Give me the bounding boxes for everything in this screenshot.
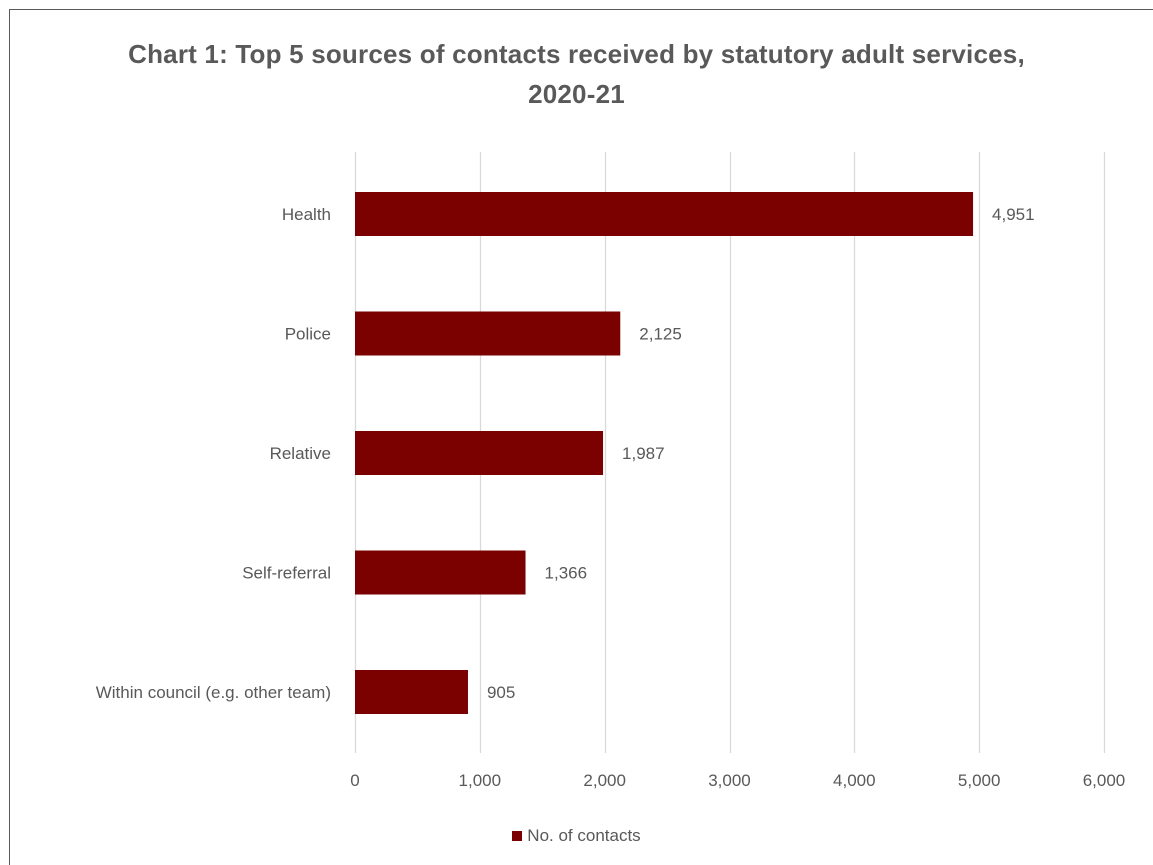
bar (355, 550, 526, 595)
data-label: 1,366 (545, 564, 588, 583)
x-tick-label: 1,000 (459, 771, 502, 790)
chart-title-line-1: Chart 1: Top 5 sources of contacts recei… (128, 39, 1025, 69)
data-label: 1,987 (622, 444, 665, 463)
chart-title-line-2: 2020-21 (528, 79, 625, 109)
category-label: Within council (e.g. other team) (96, 683, 331, 702)
x-tick-label: 5,000 (958, 771, 1001, 790)
bars (355, 192, 974, 714)
chart-title: Chart 1: Top 5 sources of contacts recei… (0, 34, 1153, 114)
legend-label: No. of contacts (527, 826, 641, 845)
x-axis-tick-labels: 0 1,000 2,000 3,000 4,000 5,000 6,000 (350, 771, 1125, 790)
value-labels: 4,951 2,125 1,987 1,366 905 (487, 205, 1035, 702)
bar (355, 192, 974, 236)
bar (355, 431, 604, 475)
legend: No. of contacts (0, 826, 1153, 846)
x-tick-label: 4,000 (833, 771, 876, 790)
data-label: 4,951 (992, 205, 1035, 224)
category-labels: Health Police Relative Self-referral Within … (96, 205, 331, 702)
x-tick-label: 0 (350, 771, 359, 790)
category-label: Health (282, 205, 331, 224)
legend-swatch (512, 830, 523, 841)
category-label: Self-referral (242, 564, 331, 583)
x-tick-label: 6,000 (1083, 771, 1126, 790)
x-tick-label: 3,000 (708, 771, 751, 790)
bar (355, 311, 621, 356)
category-label: Relative (270, 444, 331, 463)
category-label: Police (285, 325, 331, 344)
data-label: 2,125 (639, 325, 682, 344)
data-label: 905 (487, 683, 515, 702)
x-tick-label: 2,000 (583, 771, 626, 790)
bar (355, 670, 468, 714)
